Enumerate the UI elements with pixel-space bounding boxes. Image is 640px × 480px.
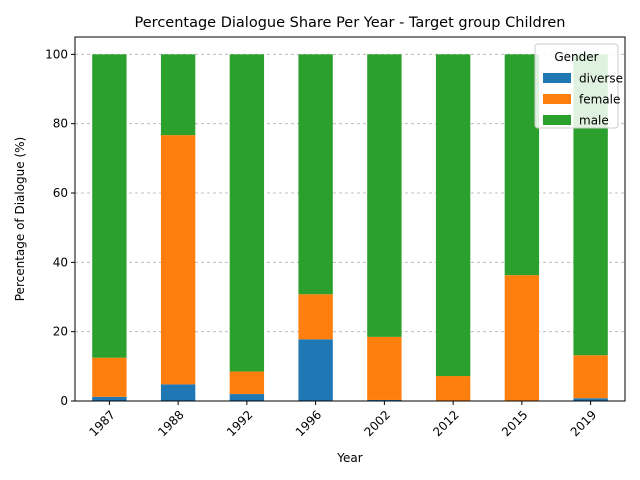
- bar-male-1987: [92, 54, 127, 358]
- y-tick-label: 0: [60, 394, 68, 408]
- legend-label-female: female: [579, 93, 620, 107]
- y-tick-label: 60: [53, 186, 68, 200]
- x-axis: 1987 1988 1992 1996 2002 2012 2015 2019: [86, 401, 599, 439]
- bar-male-1992: [229, 54, 265, 372]
- y-tick-label: 80: [53, 117, 68, 131]
- bar-diverse-1987: [92, 396, 127, 401]
- bar-diverse-2019: [573, 398, 608, 401]
- y-axis: 0 20 40 60 80 100: [45, 47, 75, 408]
- bars: [92, 54, 608, 401]
- bar-diverse-1996: [298, 339, 333, 401]
- legend-swatch-female: [543, 94, 571, 104]
- y-tick-label: 20: [53, 325, 68, 339]
- bar-female-2012: [435, 376, 471, 401]
- plot-frame: [74, 36, 626, 402]
- legend: Gender diverse female male: [534, 43, 623, 129]
- x-tick-label: 2019: [568, 408, 599, 439]
- x-tick-label: 2002: [361, 408, 392, 439]
- bar-male-2012: [435, 54, 471, 377]
- x-tick-label: 1988: [155, 408, 186, 439]
- x-tick-label: 1987: [86, 408, 117, 439]
- y-axis-title: Percentage of Dialogue (%): [13, 137, 27, 302]
- y-tick-label: 40: [53, 255, 68, 269]
- bar-female-2015: [504, 275, 540, 401]
- bar-male-2002: [367, 54, 402, 337]
- legend-box: [534, 43, 619, 129]
- x-tick-label: 2015: [499, 408, 530, 439]
- x-tick-label: 2012: [430, 408, 461, 439]
- x-axis-title: Year: [336, 451, 362, 465]
- bar-diverse-1992: [229, 394, 265, 401]
- bar-female-1996: [298, 294, 333, 340]
- bar-female-2019: [573, 355, 608, 399]
- chart-title: Percentage Dialogue Share Per Year - Tar…: [135, 15, 566, 31]
- bar-female-1992: [229, 371, 265, 395]
- bar-male-1988: [160, 54, 196, 136]
- legend-title: Gender: [554, 50, 598, 64]
- legend-label-male: male: [579, 114, 609, 128]
- bar-female-1988: [160, 135, 196, 385]
- bar-diverse-2002: [367, 399, 402, 401]
- bar-female-2002: [367, 336, 402, 400]
- bar-male-2015: [504, 54, 540, 276]
- legend-swatch-male: [543, 115, 571, 125]
- y-tick-label: 100: [45, 47, 68, 61]
- legend-label-diverse: diverse: [579, 72, 623, 86]
- x-tick-label: 1996: [293, 408, 324, 439]
- bar-diverse-1988: [160, 384, 196, 401]
- bar-male-1996: [298, 54, 333, 295]
- legend-swatch-diverse: [543, 73, 571, 83]
- x-tick-label: 1992: [224, 408, 255, 439]
- bar-female-1987: [92, 357, 127, 397]
